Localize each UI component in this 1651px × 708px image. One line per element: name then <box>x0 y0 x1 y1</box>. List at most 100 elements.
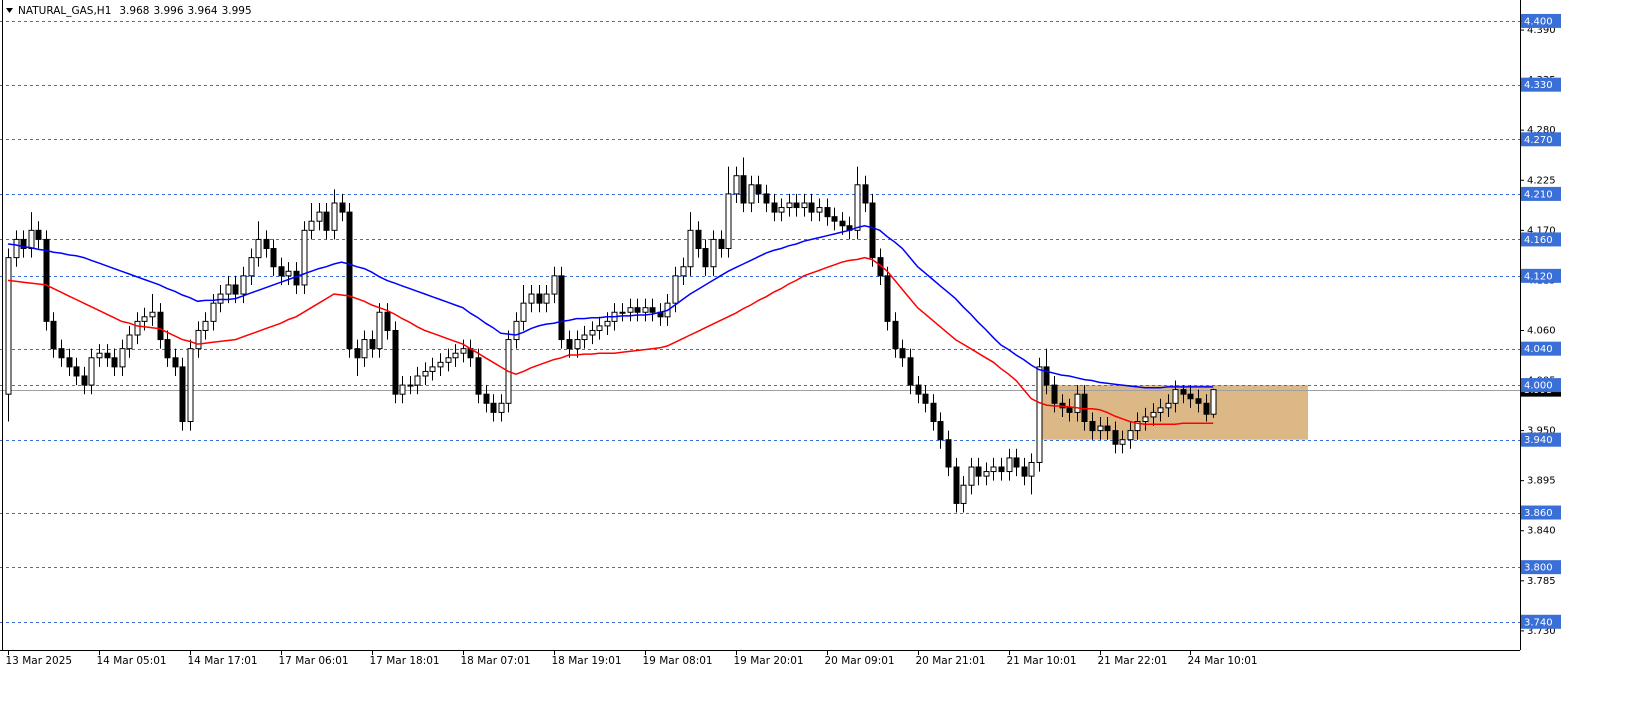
candle-body <box>1119 439 1126 445</box>
candle-body <box>164 339 171 359</box>
candle-body <box>354 348 361 359</box>
candle-body <box>475 357 482 395</box>
candle-body <box>808 202 815 213</box>
candle-body <box>50 320 57 350</box>
candle-body <box>990 466 997 473</box>
candle-body <box>172 357 179 368</box>
candle-body <box>1028 461 1035 477</box>
candle-body <box>566 339 573 350</box>
candle-body <box>763 193 770 204</box>
level-label-box <box>1521 13 1561 28</box>
candle-body <box>710 238 717 268</box>
candle-body <box>1134 420 1141 432</box>
candle-body <box>308 220 315 231</box>
y-tick-label: 4.280 <box>1527 125 1556 136</box>
candle-body <box>1172 389 1179 404</box>
y-tick-label: 3.785 <box>1527 576 1556 587</box>
candle-body <box>627 307 634 313</box>
candle-body <box>263 238 270 250</box>
candle-body <box>922 393 929 404</box>
candle-body <box>649 307 656 313</box>
candle-body <box>361 339 368 359</box>
candle-body <box>983 471 990 477</box>
candle-body <box>899 348 906 359</box>
candle-body <box>445 357 452 363</box>
level-label-box <box>1521 77 1561 92</box>
candle-body <box>513 320 520 341</box>
candle-body <box>740 175 747 204</box>
candle-body <box>369 339 376 350</box>
candle-body <box>429 366 436 372</box>
candle-body <box>210 302 217 322</box>
candle-body <box>968 466 975 486</box>
candle-body <box>1104 425 1111 432</box>
candle-body <box>1203 402 1210 415</box>
header-open: 3.968 <box>119 5 149 17</box>
candle-body <box>543 293 550 304</box>
candle-body <box>119 348 126 368</box>
candle-body <box>339 202 346 213</box>
candle-body <box>20 238 27 250</box>
candle-body <box>134 320 141 336</box>
candle-body <box>687 229 694 268</box>
candle-body <box>642 307 649 313</box>
header-close: 3.995 <box>222 5 252 17</box>
level-label-box <box>1521 378 1561 393</box>
candle-body <box>1142 416 1149 422</box>
candle-body <box>862 184 869 204</box>
candle-body <box>195 329 202 350</box>
candle-body <box>437 361 444 368</box>
axes: 4.3904.3354.2804.2254.1704.1154.0604.005… <box>0 0 1561 667</box>
candle-body <box>399 384 406 395</box>
candle-body <box>1150 411 1157 418</box>
y-tick-label: 3.730 <box>1527 626 1556 637</box>
level-label: 4.000 <box>1524 381 1553 392</box>
candle-body <box>498 402 505 413</box>
candle-body <box>619 311 626 314</box>
candle-body <box>581 334 588 341</box>
candle-body <box>975 466 982 477</box>
level-label-box <box>1521 232 1561 247</box>
candle-body <box>1066 407 1073 413</box>
candle-body <box>725 193 732 250</box>
candle-body <box>786 202 793 209</box>
candle-body <box>953 466 960 504</box>
candle-body <box>1195 398 1202 404</box>
level-label-box <box>1521 505 1561 520</box>
candle-body <box>1165 402 1172 409</box>
candle-body <box>5 257 12 395</box>
candle-body <box>816 207 823 213</box>
candle-body <box>141 316 148 322</box>
candle-body <box>733 175 740 195</box>
candle-body <box>331 202 338 231</box>
candle-body <box>520 302 527 322</box>
y-tick-label: 3.950 <box>1527 426 1556 437</box>
candle-body <box>316 211 323 222</box>
level-label: 4.270 <box>1524 135 1553 146</box>
candle-body <box>422 370 429 377</box>
candle-body <box>1112 430 1119 445</box>
candle-body <box>937 420 944 441</box>
plot <box>5 157 1217 513</box>
candle-body <box>104 352 111 359</box>
candle-body <box>13 238 20 259</box>
candle-body <box>81 375 88 386</box>
candle-body <box>1074 393 1081 413</box>
candle-body <box>839 220 846 227</box>
symbol: NATURAL_GAS,H1 <box>18 5 111 17</box>
x-tick-label: 13 Mar 2025 <box>6 655 73 667</box>
level-label-box <box>1521 432 1561 447</box>
candle-body <box>240 275 247 295</box>
candle-body <box>680 266 687 277</box>
candle-body <box>490 402 497 413</box>
candle-body <box>1013 457 1020 468</box>
candle-body <box>945 439 952 468</box>
y-tick-label: 4.170 <box>1527 225 1556 236</box>
candle-body <box>702 248 709 268</box>
level-label: 4.400 <box>1524 16 1553 27</box>
candle-body <box>672 275 679 304</box>
candle-body <box>998 466 1005 473</box>
